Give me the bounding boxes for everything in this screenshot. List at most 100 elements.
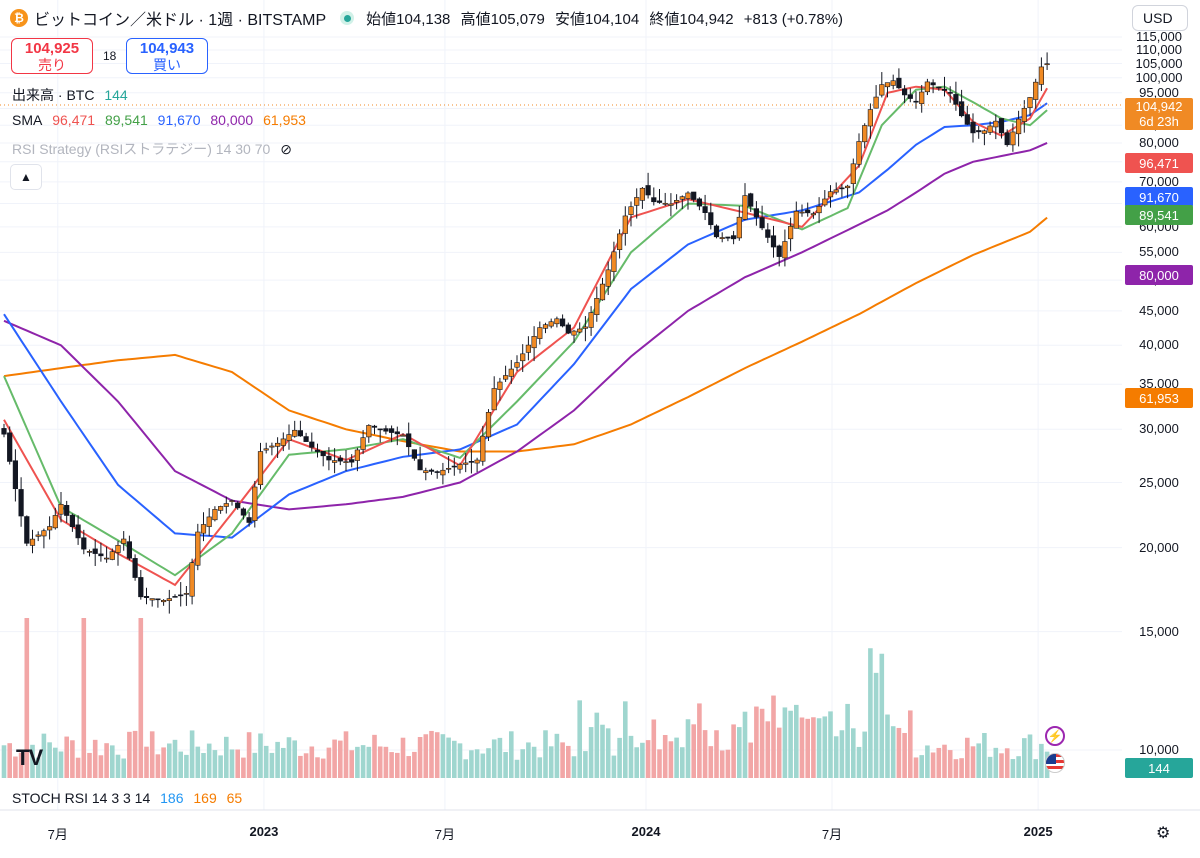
chart-header: ₿ ビットコイン／米ドル · 1週 · BITSTAMP 始値104,138 高… bbox=[10, 6, 849, 30]
candle-body bbox=[263, 448, 269, 451]
candle-body bbox=[491, 388, 497, 411]
eye-hidden-icon[interactable]: ⊘ bbox=[280, 141, 292, 157]
y-tick-label: 35,000 bbox=[1139, 376, 1179, 392]
candle-body bbox=[98, 553, 104, 557]
candle-body bbox=[822, 198, 828, 206]
x-tick-label: 7月 bbox=[434, 827, 456, 842]
last-price-pill: 104,942 6d 23h bbox=[1125, 98, 1193, 130]
gear-icon[interactable]: ⚙ bbox=[1156, 825, 1171, 842]
candle-body bbox=[890, 80, 896, 86]
candle-body bbox=[223, 503, 229, 507]
volume-bar bbox=[224, 736, 229, 778]
volume-bar bbox=[292, 740, 297, 778]
sma1-pill: 96,471 bbox=[1125, 153, 1193, 173]
candle-body bbox=[7, 432, 13, 462]
volume-bar bbox=[851, 728, 856, 778]
sell-button[interactable]: 104,925 売り bbox=[11, 38, 93, 74]
candle-body bbox=[371, 425, 378, 428]
candle-body bbox=[673, 200, 680, 203]
candle-body bbox=[805, 209, 811, 214]
volume-bar bbox=[127, 731, 132, 778]
candle-body bbox=[725, 236, 731, 239]
us-flag-icon[interactable] bbox=[1045, 753, 1065, 773]
candle-body bbox=[839, 187, 845, 190]
y-tick-label: 45,000 bbox=[1139, 302, 1179, 318]
symbol-title[interactable]: ビットコイン／米ドル · 1週 · BITSTAMP bbox=[34, 12, 327, 29]
candle-body bbox=[166, 598, 172, 601]
volume-bar bbox=[725, 749, 731, 778]
tradingview-logo[interactable]: TV bbox=[16, 745, 43, 770]
candle-body bbox=[919, 91, 925, 104]
sma3-pill: 91,670 bbox=[1125, 187, 1193, 207]
currency-selector[interactable]: USD bbox=[1132, 5, 1188, 31]
candle-body bbox=[69, 514, 75, 528]
candle-body bbox=[525, 344, 531, 353]
candle-body bbox=[1015, 118, 1022, 135]
sma4-pill: 80,000 bbox=[1125, 265, 1193, 285]
sma_91670-line bbox=[3, 102, 1048, 539]
volume-bar bbox=[486, 748, 491, 778]
volume-bar bbox=[1022, 738, 1027, 778]
volume-bar bbox=[771, 695, 776, 778]
volume-legend[interactable]: 出来高 · BTC 144 bbox=[12, 85, 134, 105]
stoch-rsi-legend[interactable]: STOCH RSI 14 3 3 14 186 169 65 bbox=[12, 790, 248, 806]
bitcoin-icon: ₿ bbox=[10, 9, 28, 27]
volume-bar bbox=[41, 733, 47, 778]
sma5-pill: 61,953 bbox=[1125, 388, 1193, 408]
volume-bar bbox=[1033, 759, 1038, 778]
volume-bar bbox=[474, 749, 480, 778]
sma-legend-label: SMA bbox=[12, 112, 43, 128]
market-status-icon[interactable] bbox=[340, 11, 355, 25]
sma-legend[interactable]: SMA 96,471 89,541 91,670 80,000 61,953 bbox=[12, 112, 312, 128]
candle-body bbox=[92, 548, 98, 554]
candle-body bbox=[58, 504, 64, 515]
volume-bar bbox=[92, 739, 98, 778]
candle-body bbox=[537, 327, 543, 339]
volume-bar bbox=[742, 711, 748, 778]
volume-bar bbox=[87, 752, 92, 778]
candle-body bbox=[571, 330, 577, 336]
candle-body bbox=[896, 77, 902, 89]
volume-bar bbox=[406, 756, 411, 778]
candle-body bbox=[218, 506, 224, 511]
x-tick-label: 7月 bbox=[821, 827, 843, 842]
volume-bar bbox=[776, 727, 782, 778]
candle-body bbox=[742, 195, 748, 220]
volume-bar bbox=[155, 754, 161, 778]
candle-body bbox=[417, 459, 423, 471]
ohlc-open: 始値104,138 bbox=[366, 10, 451, 28]
volume-bar bbox=[434, 732, 440, 778]
candle-body bbox=[548, 321, 554, 327]
candle-body bbox=[913, 100, 919, 103]
ohlc-high: 高値105,079 bbox=[460, 10, 545, 28]
volume-bar bbox=[691, 724, 696, 778]
buy-button[interactable]: 104,943 買い bbox=[126, 38, 208, 74]
volume-bar bbox=[833, 736, 839, 778]
candle-body bbox=[457, 464, 463, 470]
volume-bar bbox=[1027, 734, 1033, 778]
candle-body bbox=[936, 86, 942, 89]
volume-bar bbox=[514, 759, 520, 778]
y-tick-label: 55,000 bbox=[1139, 244, 1179, 260]
stoch-rsi-v2: 169 bbox=[193, 790, 217, 806]
volume-bar bbox=[338, 740, 343, 778]
candle-body bbox=[240, 508, 247, 516]
lightning-icon[interactable]: ⚡ bbox=[1045, 726, 1065, 746]
last-price-value: 104,942 bbox=[1135, 99, 1183, 114]
candle-body bbox=[229, 500, 235, 502]
volume-legend-value: 144 bbox=[104, 87, 128, 103]
sma2-pill: 89,541 bbox=[1125, 205, 1193, 225]
sell-price: 104,925 bbox=[24, 40, 80, 57]
candle-body bbox=[662, 202, 668, 205]
volume-bar bbox=[1010, 759, 1016, 778]
y-tick-label: 115,000 bbox=[1135, 29, 1183, 44]
volume-bar bbox=[121, 758, 126, 778]
candle-body bbox=[554, 318, 560, 325]
volume-bar bbox=[645, 740, 651, 778]
candle-body bbox=[24, 516, 30, 544]
volume-bar bbox=[1039, 743, 1044, 778]
candle-body bbox=[252, 486, 258, 521]
rsi-legend[interactable]: RSI Strategy (RSIストラテジー) 14 30 70 ⊘ bbox=[12, 139, 298, 159]
collapse-legend-button[interactable]: ▲ bbox=[10, 164, 42, 190]
